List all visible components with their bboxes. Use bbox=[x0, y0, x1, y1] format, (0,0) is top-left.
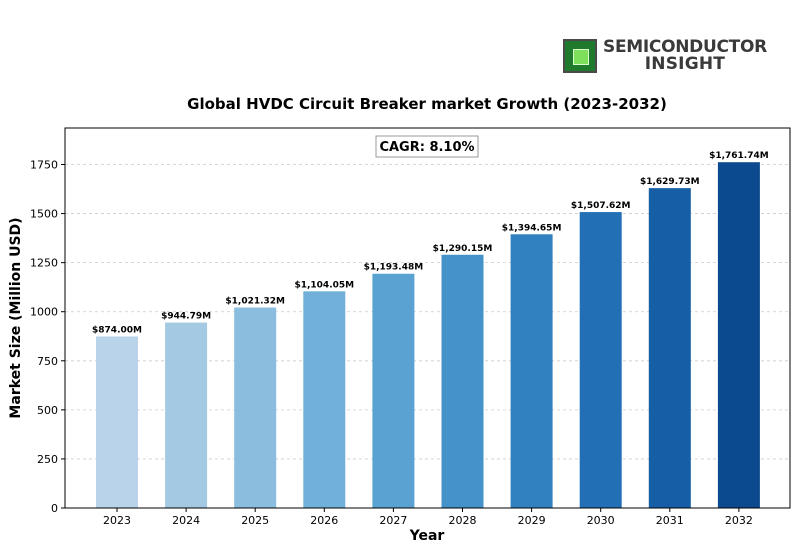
x-tick-label: 2026 bbox=[310, 514, 338, 527]
bar bbox=[372, 273, 415, 508]
cagr-annotation: CAGR: 8.10% bbox=[375, 135, 479, 158]
bar bbox=[234, 307, 277, 508]
x-tick-label: 2027 bbox=[379, 514, 407, 527]
y-tick-label: 250 bbox=[37, 453, 58, 466]
data-label: $1,193.48M bbox=[364, 263, 424, 273]
data-label: $1,104.05M bbox=[294, 280, 354, 290]
bar bbox=[303, 291, 346, 508]
y-axis-label: Market Size (Million USD) bbox=[8, 217, 24, 418]
x-axis-label: Year bbox=[409, 528, 445, 544]
data-label: $1,290.15M bbox=[433, 244, 493, 254]
y-tick-label: 1000 bbox=[30, 306, 58, 319]
data-label: $1,761.74M bbox=[709, 151, 769, 161]
x-tick-label: 2029 bbox=[518, 514, 546, 527]
data-label: $874.00M bbox=[92, 325, 142, 335]
brand-name-line2: INSIGHT bbox=[644, 54, 726, 74]
chip-icon bbox=[563, 39, 597, 73]
x-tick-label: 2031 bbox=[656, 514, 684, 527]
cagr-box-frame bbox=[375, 135, 479, 158]
axes: 0 250 500 750 1000 1250 1500 1750 2023 2024 2025 20… bbox=[30, 159, 753, 527]
x-tick-label: 2030 bbox=[587, 514, 615, 527]
bar bbox=[441, 254, 484, 508]
bar bbox=[579, 212, 622, 508]
brand-name: SEMICONDUCTOR INSIGHT bbox=[603, 39, 767, 73]
y-tick-label: 1500 bbox=[30, 208, 58, 221]
x-tick-label: 2028 bbox=[449, 514, 477, 527]
data-label: $1,507.62M bbox=[571, 201, 631, 211]
plot-frame bbox=[64, 127, 791, 509]
data-label: $1,021.32M bbox=[225, 297, 285, 307]
bar bbox=[648, 188, 691, 508]
data-label: $1,629.73M bbox=[640, 177, 700, 187]
bar bbox=[165, 322, 208, 508]
bar bbox=[96, 336, 138, 508]
x-tick-label: 2032 bbox=[725, 514, 753, 527]
y-tick-label: 1250 bbox=[30, 257, 58, 270]
data-label: $944.79M bbox=[161, 312, 211, 322]
y-tick-label: 1750 bbox=[30, 159, 58, 172]
y-tick-label: 0 bbox=[51, 502, 58, 515]
bars: $874.00M $944.79M $1,021.32M $1,104.05M $1,1… bbox=[92, 151, 769, 508]
chart-title: Global HVDC Circuit Breaker market Growt… bbox=[187, 95, 667, 113]
cagr-label: CAGR: 8.10% bbox=[379, 140, 474, 155]
x-tick-label: 2023 bbox=[103, 514, 131, 527]
x-tick-label: 2025 bbox=[241, 514, 269, 527]
y-tick-label: 750 bbox=[37, 355, 58, 368]
data-label: $1,394.65M bbox=[502, 223, 562, 233]
x-tick-label: 2024 bbox=[172, 514, 200, 527]
y-tick-label: 500 bbox=[37, 404, 58, 417]
bar bbox=[717, 162, 760, 508]
brand-name-line1: SEMICONDUCTOR bbox=[603, 37, 767, 57]
bar bbox=[510, 234, 553, 508]
brand-logo: SEMICONDUCTOR INSIGHT bbox=[563, 38, 767, 74]
